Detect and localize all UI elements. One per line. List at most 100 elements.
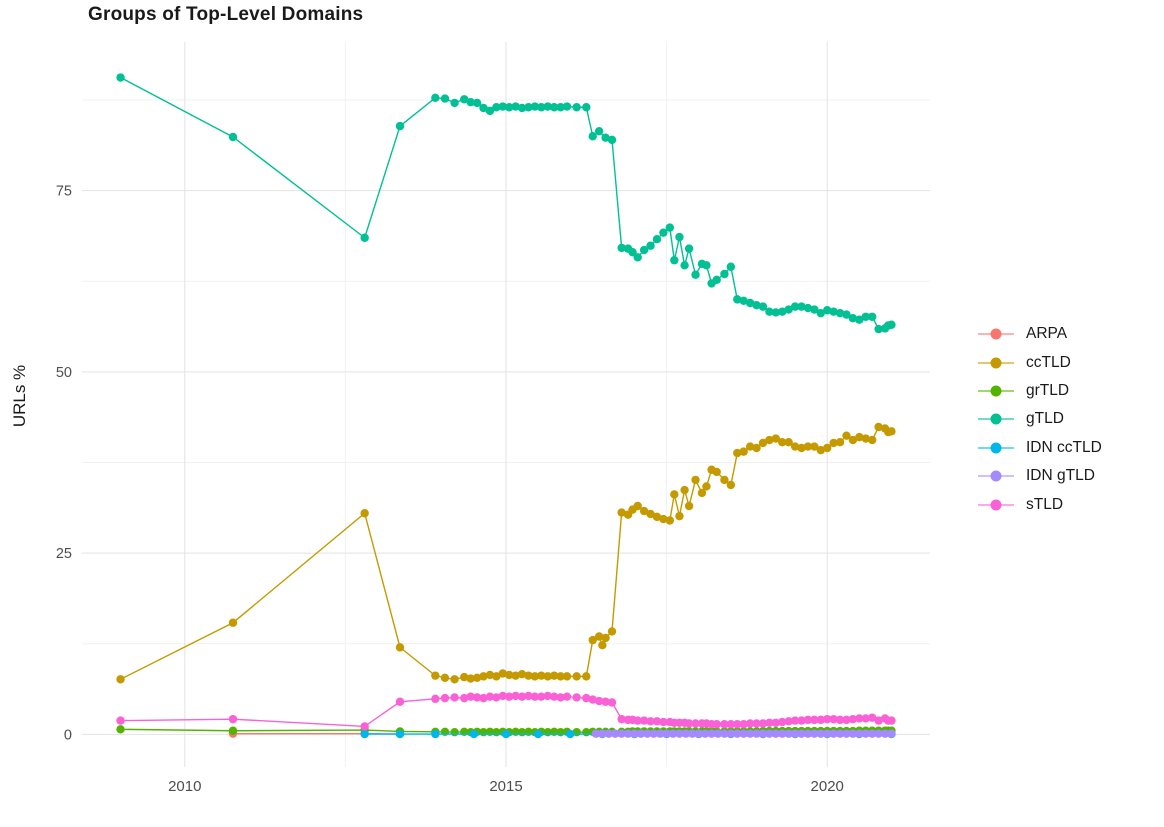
data-point-gtld <box>665 223 675 232</box>
data-point-gtld <box>633 253 642 262</box>
data-point-gtld <box>652 235 662 244</box>
data-point-gtld <box>479 103 488 113</box>
data-point-cctld <box>691 475 700 485</box>
data-point-stld <box>431 694 440 704</box>
legend-label: sTLD <box>1026 495 1064 513</box>
data-point-idn-gtld <box>733 729 742 738</box>
data-point-cctld <box>228 618 238 627</box>
data-point-stld <box>228 714 238 724</box>
data-point-gtld <box>675 232 684 242</box>
data-point-cctld <box>752 443 761 453</box>
data-point-cctld <box>466 674 475 683</box>
data-point-cctld <box>588 635 597 645</box>
data-point-stld <box>395 697 405 706</box>
data-point-idn-gtld <box>630 729 639 738</box>
data-point-grtld <box>440 727 450 737</box>
data-point-cctld <box>572 672 581 681</box>
legend-label: IDN ccTLD <box>1026 438 1102 456</box>
data-point-cctld <box>726 480 736 490</box>
data-point-idn-gtld <box>745 729 755 738</box>
data-point-idn-gtld <box>765 729 774 738</box>
data-point-gtld <box>842 310 851 319</box>
data-point-stld <box>116 716 125 725</box>
data-point-stld <box>572 693 581 702</box>
data-point-stld <box>511 691 520 701</box>
data-point-stld <box>556 693 565 702</box>
data-point-gtld <box>360 233 369 242</box>
data-point-cctld <box>617 508 626 517</box>
data-point-stld <box>524 691 533 701</box>
data-point-cctld <box>670 490 679 499</box>
data-point-cctld <box>460 672 469 682</box>
data-point-idn-gtld <box>739 729 748 738</box>
data-point-idn-gtld <box>643 729 652 738</box>
data-point-stld <box>652 717 662 726</box>
data-point-idn-gtld <box>720 729 729 738</box>
data-point-gtld <box>829 307 838 316</box>
data-point-cctld <box>652 512 662 522</box>
data-point-cctld <box>485 670 495 680</box>
data-point-stld <box>797 716 806 725</box>
legend: ARPA ccTLD grTLD gTLD IDN ccTLD IDN gTLD sTLD <box>978 320 1102 519</box>
data-point-idn-gtld <box>726 729 736 738</box>
data-point-idn-gtld <box>829 729 838 738</box>
data-point-cctld <box>524 671 533 680</box>
data-point-stld <box>752 719 761 728</box>
data-point-idn-gtld <box>700 729 710 738</box>
data-point-gtld <box>588 132 597 141</box>
data-point-idn-gtld <box>636 729 646 738</box>
legend-key-icon <box>978 442 1014 454</box>
data-point-stld <box>450 693 459 702</box>
data-point-gtld <box>562 102 572 111</box>
data-point-grtld <box>450 728 459 737</box>
data-point-idn-cctld <box>431 729 440 739</box>
data-point-gtld <box>680 261 689 270</box>
data-point-idn-gtld <box>707 729 716 738</box>
data-point-idn-gtld <box>649 729 658 738</box>
data-point-stld <box>537 692 546 701</box>
data-point-cctld <box>646 509 655 519</box>
data-point-cctld <box>675 511 684 521</box>
data-point-cctld <box>530 672 540 681</box>
data-point-stld <box>601 697 610 706</box>
data-point-cctld <box>360 509 369 518</box>
data-point-gtld <box>816 308 825 318</box>
data-point-cctld <box>472 673 482 683</box>
data-point-stld <box>765 718 774 727</box>
legend-item-idn-gtld: IDN gTLD <box>978 462 1102 490</box>
data-point-gtld <box>778 307 787 316</box>
data-point-stld <box>549 692 559 701</box>
data-point-cctld <box>431 671 440 680</box>
data-point-cctld <box>861 434 870 443</box>
data-point-gtld <box>543 102 552 111</box>
data-point-cctld <box>745 442 755 451</box>
data-point-gtld <box>395 121 405 131</box>
legend-key-icon <box>978 357 1014 369</box>
data-point-gtld <box>511 102 520 111</box>
data-point-idn-gtld <box>771 729 781 738</box>
data-point-gtld <box>861 312 870 321</box>
data-point-stld <box>874 716 883 725</box>
data-point-gtld <box>758 302 768 311</box>
x-tick-label: 2020 <box>811 778 844 795</box>
data-point-gtld <box>607 135 617 145</box>
data-point-idn-cctld <box>395 729 405 739</box>
data-point-idn-gtld <box>848 729 858 738</box>
data-point-gtld <box>594 126 604 136</box>
data-point-cctld <box>816 445 825 455</box>
data-point-stld <box>492 693 501 702</box>
legend-item-grtld: grTLD <box>978 377 1102 405</box>
data-point-gtld <box>472 98 482 108</box>
data-point-stld <box>733 720 742 729</box>
data-point-stld <box>617 714 626 724</box>
data-point-stld <box>498 691 507 701</box>
data-point-gtld <box>498 102 507 111</box>
data-point-gtld <box>646 241 655 250</box>
data-point-gtld <box>524 103 533 112</box>
data-point-gtld <box>874 324 883 334</box>
data-point-cctld <box>867 435 877 445</box>
legend-item-gtld: gTLD <box>978 405 1102 433</box>
data-point-cctld <box>440 673 450 683</box>
data-point-idn-cctld <box>533 729 543 739</box>
data-point-cctld <box>778 438 787 447</box>
